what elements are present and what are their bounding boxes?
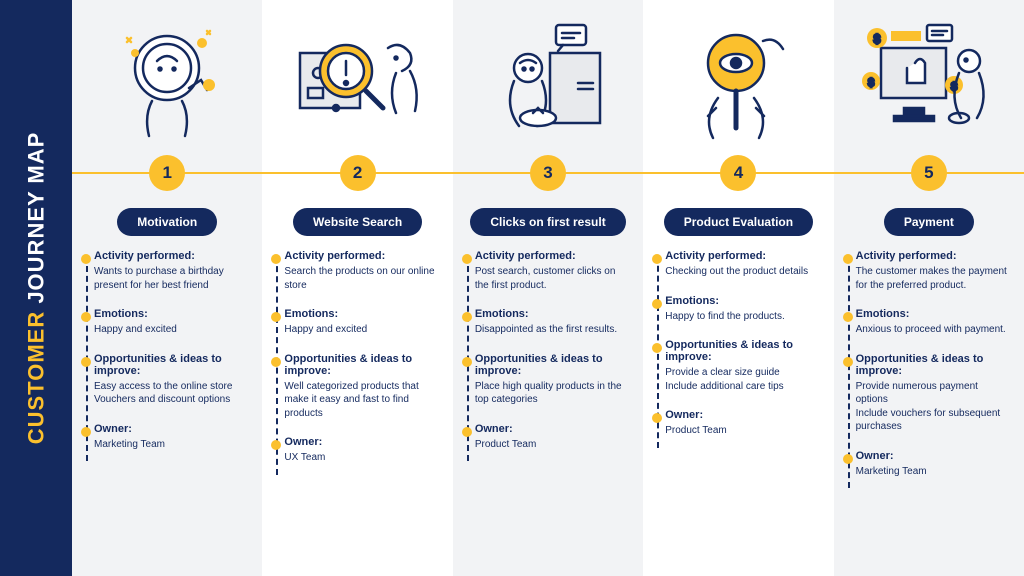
owner-text: Product Team (475, 438, 629, 452)
illustration-click (453, 0, 643, 160)
illustration-motivation (72, 0, 262, 160)
activity-text: Wants to purchase a birthday present for… (94, 265, 248, 292)
stage-number: 3 (530, 155, 566, 191)
main-area: 1 Motivation Activity performed: Wants to… (72, 0, 1024, 576)
stage-number: 2 (340, 155, 376, 191)
activity-text: Checking out the product details (665, 265, 819, 279)
sidebar: CUSTOMER JOURNEY MAP (0, 0, 72, 576)
emotions-text: Happy to find the products. (665, 310, 819, 324)
stage-col-2: 2 Website Search Activity performed: Sear… (262, 0, 452, 576)
label-opportunities: Opportunities & ideas to improve: (665, 339, 819, 363)
label-opportunities: Opportunities & ideas to improve: (856, 353, 1010, 377)
label-opportunities: Opportunities & ideas to improve: (475, 353, 629, 377)
illustration-evaluation (643, 0, 833, 160)
opportunities-text: Provide numerous payment optionsInclude … (856, 380, 1010, 434)
stage-pill: Motivation (117, 208, 217, 236)
stage-number: 1 (149, 155, 185, 191)
activity-text: Post search, customer clicks on the firs… (475, 265, 629, 292)
label-activity: Activity performed: (475, 250, 629, 262)
opportunities-text: Place high quality products in the top c… (475, 380, 629, 407)
svg-text:$: $ (873, 32, 880, 46)
activity-text: The customer makes the payment for the p… (856, 265, 1010, 292)
stage-col-1: 1 Motivation Activity performed: Wants to… (72, 0, 262, 576)
stage-pill: Payment (884, 208, 974, 236)
illustration-payment: $$$ (834, 0, 1024, 160)
owner-text: Product Team (665, 424, 819, 438)
stage-details: Activity performed: Search the products o… (262, 250, 452, 481)
owner-text: Marketing Team (856, 465, 1010, 479)
emotions-text: Happy and excited (284, 323, 438, 337)
label-activity: Activity performed: (665, 250, 819, 262)
owner-text: UX Team (284, 451, 438, 465)
title-journey: JOURNEY MAP (23, 132, 48, 311)
stage-col-3: 3 Clicks on first result Activity perfor… (453, 0, 643, 576)
stage-details: Activity performed: Checking out the prod… (643, 250, 833, 454)
stage-col-4: 4 Product Evaluation Activity performed:… (643, 0, 833, 576)
stage-pill: Website Search (293, 208, 422, 236)
label-activity: Activity performed: (856, 250, 1010, 262)
owner-text: Marketing Team (94, 438, 248, 452)
label-owner: Owner: (856, 450, 1010, 462)
journey-map: CUSTOMER JOURNEY MAP 1 Motivation Activi… (0, 0, 1024, 576)
label-opportunities: Opportunities & ideas to improve: (284, 353, 438, 377)
stage-number: 5 (911, 155, 947, 191)
stage-col-5: $$$ 5 Payment Activity performed:The cus… (834, 0, 1024, 576)
svg-text:$: $ (868, 77, 874, 89)
stage-details: Activity performed: Post search, customer… (453, 250, 643, 467)
label-emotions: Emotions: (94, 308, 248, 320)
page-title: CUSTOMER JOURNEY MAP (23, 132, 49, 445)
stage-number: 4 (720, 155, 756, 191)
stage-pill: Clicks on first result (470, 208, 625, 236)
label-activity: Activity performed: (94, 250, 248, 262)
label-emotions: Emotions: (284, 308, 438, 320)
emotions-text: Anxious to proceed with payment. (856, 323, 1010, 337)
label-opportunities: Opportunities & ideas to improve: (94, 353, 248, 377)
stage-pill: Product Evaluation (664, 208, 813, 236)
stage-details: Activity performed: Wants to purchase a b… (72, 250, 262, 467)
activity-text: Search the products on our online store (284, 265, 438, 292)
illustration-search (262, 0, 452, 160)
label-emotions: Emotions: (856, 308, 1010, 320)
opportunities-text: Provide a clear size guideInclude additi… (665, 366, 819, 393)
label-activity: Activity performed: (284, 250, 438, 262)
emotions-text: Happy and excited (94, 323, 248, 337)
opportunities-text: Easy access to the online storeVouchers … (94, 380, 248, 407)
label-owner: Owner: (284, 436, 438, 448)
label-emotions: Emotions: (475, 308, 629, 320)
label-owner: Owner: (475, 423, 629, 435)
label-owner: Owner: (665, 409, 819, 421)
label-owner: Owner: (94, 423, 248, 435)
title-customer: CUSTOMER (23, 311, 48, 445)
opportunities-text: Well categorized products that make it e… (284, 380, 438, 421)
stage-details: Activity performed: The customer makes th… (834, 250, 1024, 494)
label-emotions: Emotions: (665, 295, 819, 307)
emotions-text: Disappointed as the first results. (475, 323, 629, 337)
